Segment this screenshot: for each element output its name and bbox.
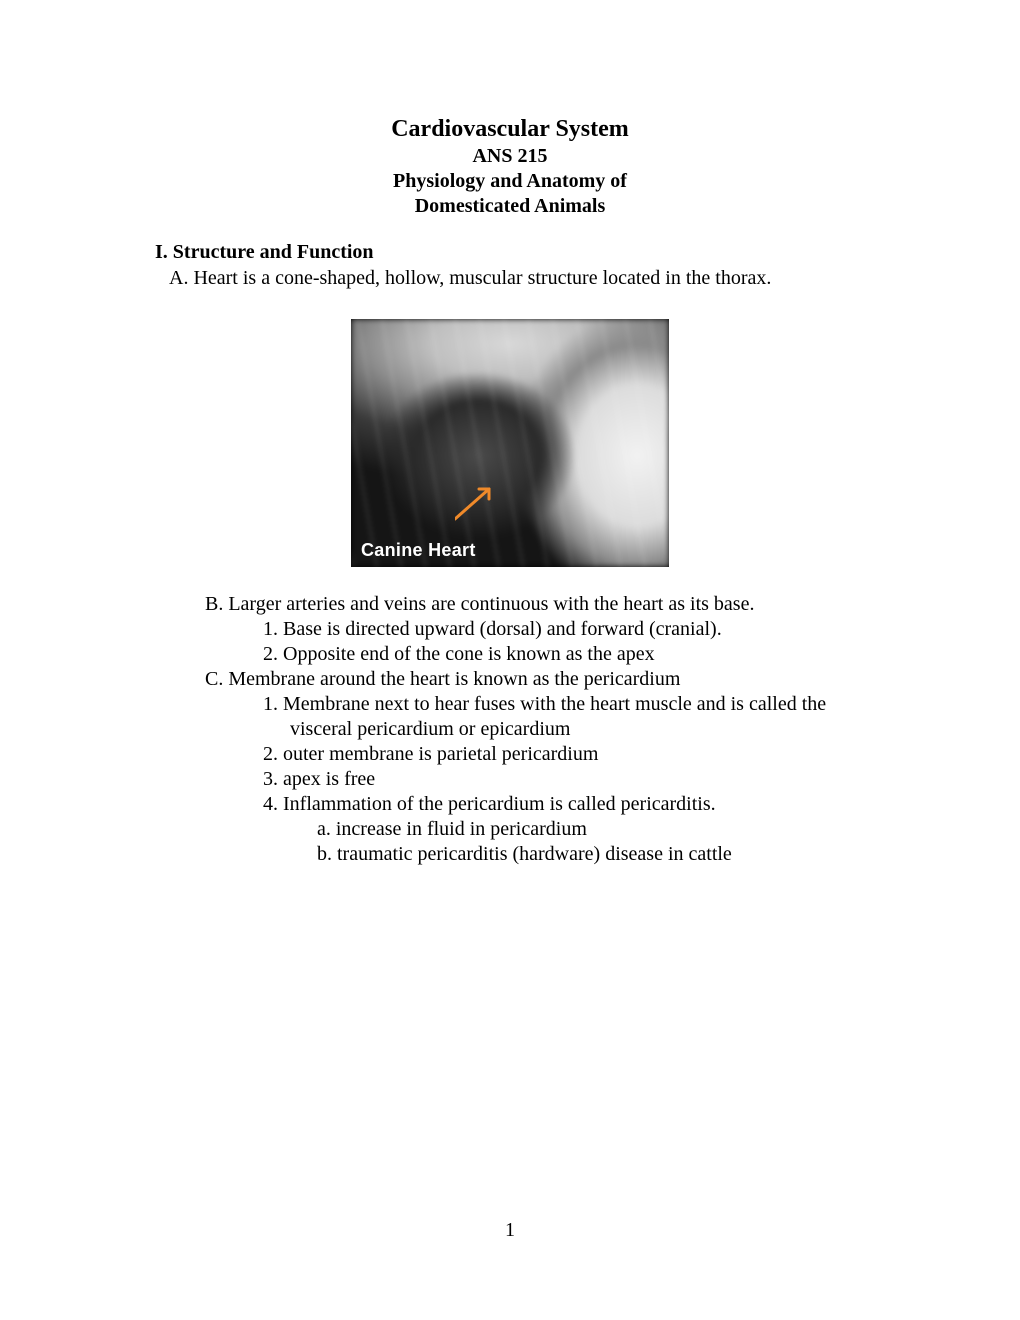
item-i-c-1-line2: visceral pericardium or epicardium <box>155 717 865 742</box>
item-i-c-4-b: b. traumatic pericarditis (hardware) dis… <box>155 842 865 867</box>
item-i-a: A. Heart is a cone-shaped, hollow, muscu… <box>155 266 865 291</box>
item-i-b-1: 1. Base is directed upward (dorsal) and … <box>155 617 865 642</box>
item-i-c-4-a: a. increase in fluid in pericardium <box>155 817 865 842</box>
item-i-b: B. Larger arteries and veins are continu… <box>155 592 865 617</box>
item-i-c-1-line1: 1. Membrane next to hear fuses with the … <box>155 692 865 717</box>
item-i-c-2: 2. outer membrane is parietal pericardiu… <box>155 742 865 767</box>
page-number: 1 <box>0 1219 1020 1242</box>
section-heading-i: I. Structure and Function <box>155 241 865 264</box>
item-i-c: C. Membrane around the heart is known as… <box>155 667 865 692</box>
item-i-c-4: 4. Inflammation of the pericardium is ca… <box>155 792 865 817</box>
course-subtitle-line-1: Physiology and Anatomy of <box>155 169 865 194</box>
page: Cardiovascular System ANS 215 Physiology… <box>0 0 1020 1320</box>
canine-heart-xray-figure: Canine Heart <box>351 319 669 567</box>
item-i-b-2: 2. Opposite end of the cone is known as … <box>155 642 865 667</box>
figure-wrap: Canine Heart <box>155 319 865 572</box>
arrow-icon <box>455 487 495 525</box>
title-block: Cardiovascular System ANS 215 Physiology… <box>155 115 865 219</box>
document-title: Cardiovascular System <box>155 115 865 144</box>
figure-caption: Canine Heart <box>361 540 476 561</box>
course-code: ANS 215 <box>155 144 865 169</box>
course-subtitle-line-2: Domesticated Animals <box>155 194 865 219</box>
item-i-c-3: 3. apex is free <box>155 767 865 792</box>
